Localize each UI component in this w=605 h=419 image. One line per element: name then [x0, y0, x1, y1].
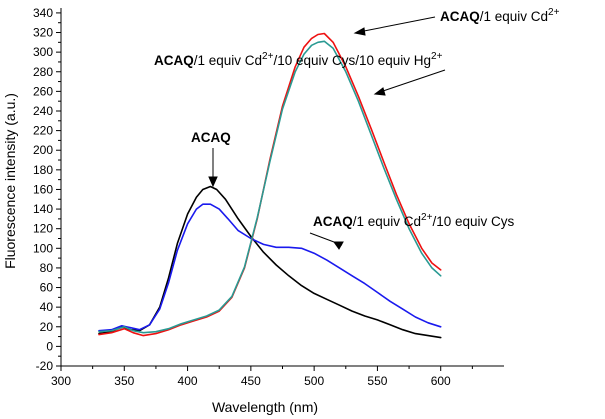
annotation-hg-tail: /10 equiv Cys/10 equiv Hg	[273, 53, 431, 68]
annotation-hg-sup2: 2+	[431, 51, 443, 62]
x-axis-label: Wavelength (nm)	[212, 399, 318, 415]
annotation-cd: ACAQ/1 equiv Cd2+	[440, 7, 560, 24]
y-tick-label: 60	[40, 281, 54, 295]
y-tick-label: 0	[46, 339, 53, 353]
y-tick-label: 180	[33, 163, 53, 177]
annotation-cd-bold: ACAQ	[440, 9, 480, 24]
annotation-acaq: ACAQ	[191, 130, 231, 145]
series-layer	[98, 32, 442, 339]
y-tick-label: 340	[33, 6, 53, 20]
y-tick-label: 140	[33, 202, 53, 216]
x-tick-label: 350	[114, 374, 134, 388]
annotation-hg-sup: 2+	[262, 51, 274, 62]
y-tick-label: 300	[33, 45, 53, 59]
x-tick-label: 300	[51, 374, 71, 388]
y-tick-label: 20	[40, 320, 54, 334]
y-axis-label: Fluorescence intensity (a.u.)	[2, 93, 18, 269]
annotation-acaq-bold: ACAQ	[191, 130, 231, 145]
x-tick-label: 600	[431, 374, 451, 388]
arrow-cd	[363, 16, 436, 32]
arrowhead-hg	[373, 87, 386, 96]
y-tick-label: -20	[36, 359, 54, 373]
arrowhead-acaq	[208, 176, 218, 188]
x-tick-label: 550	[367, 374, 387, 388]
y-tick-label: 80	[40, 261, 54, 275]
y-tick-label: 320	[33, 26, 53, 40]
y-tick-label: 200	[33, 143, 53, 157]
x-tick-label: 450	[241, 374, 261, 388]
x-tick-label: 400	[178, 374, 198, 388]
arrowhead-cys	[333, 241, 344, 250]
annotation-cys-text: /1 equiv Cd	[353, 214, 421, 229]
y-tick-label: 220	[33, 124, 53, 138]
annotation-hg: ACAQ/1 equiv Cd2+/10 equiv Cys/10 equiv …	[154, 51, 443, 68]
annotation-hg-text: /1 equiv Cd	[194, 53, 262, 68]
y-tick-label: 40	[40, 300, 54, 314]
axes	[60, 8, 504, 367]
annotation-cd-text: /1 equiv Cd	[480, 9, 548, 24]
annotations: ACAQ ACAQ/1 equiv Cd2+ ACAQ/1 equiv Cd2+…	[154, 7, 560, 250]
series-line-2	[98, 32, 442, 337]
series-line-0	[98, 185, 442, 339]
axis-ticks: 300 350 400 450 500 550 600 -20 0 20 40 60 80 100 120 1…	[33, 6, 473, 388]
y-tick-label: 260	[33, 84, 53, 98]
y-tick-label: 160	[33, 182, 53, 196]
annotation-cys-sup: 2+	[421, 212, 433, 223]
y-tick-label: 240	[33, 104, 53, 118]
y-tick-label: 120	[33, 222, 53, 236]
annotation-cys-tail: /10 equiv Cys	[432, 214, 514, 229]
y-tick-label: 100	[33, 241, 53, 255]
x-tick-label: 500	[304, 374, 324, 388]
series-line-3	[98, 40, 442, 334]
y-tick-label: 280	[33, 65, 53, 79]
annotation-cys: ACAQ/1 equiv Cd2+/10 equiv Cys	[313, 212, 514, 229]
arrow-hg	[382, 69, 446, 92]
annotation-cd-sup: 2+	[548, 7, 560, 18]
annotation-cys-bold: ACAQ	[313, 214, 353, 229]
series-line-1	[98, 203, 442, 332]
annotation-hg-bold: ACAQ	[154, 53, 194, 68]
arrowhead-cd	[353, 27, 366, 36]
